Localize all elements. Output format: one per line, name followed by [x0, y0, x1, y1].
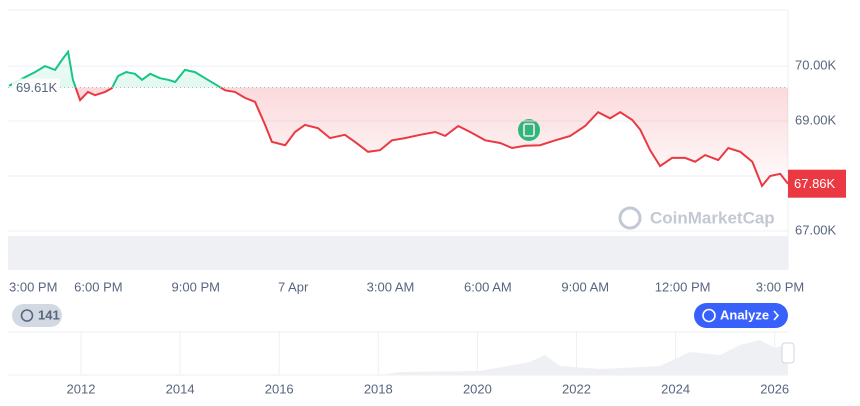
- current-price-badge: [788, 169, 846, 198]
- baseline-label-bg: [12, 78, 60, 97]
- y-tick-label: 70.00K: [795, 58, 837, 73]
- x-tick-label: 9:00 AM: [561, 279, 609, 294]
- navigator: 2012 2014 2016 2018 2020 2022 2024 2026: [8, 331, 795, 396]
- navigator-year: 2024: [661, 381, 690, 396]
- price-line-down: [74, 87, 789, 188]
- navigator-year: 2018: [364, 381, 393, 396]
- x-tick-label: 12:00 PM: [655, 279, 711, 294]
- baseline-label: 69.61K: [16, 80, 58, 95]
- x-tick-label: 6:00 PM: [74, 279, 122, 294]
- navigator-year: 2020: [463, 381, 492, 396]
- volume-band: [8, 236, 788, 270]
- x-tick-label: 9:00 PM: [172, 279, 220, 294]
- navigator-year: 2012: [67, 381, 96, 396]
- price-line-up: [8, 49, 223, 88]
- x-tick-label: 6:00 AM: [464, 279, 512, 294]
- y-tick-label: 69.00K: [795, 112, 837, 127]
- y-tick-label: 67.00K: [795, 222, 837, 237]
- analyze-label: Analyze: [720, 307, 769, 322]
- navigator-year: 2014: [166, 381, 195, 396]
- history-badge[interactable]: 141: [12, 304, 62, 327]
- analyze-button[interactable]: Analyze: [694, 303, 788, 328]
- x-tick-label: 3:00 PM: [9, 279, 57, 294]
- navigator-year: 2026: [760, 381, 789, 396]
- navigator-year: 2016: [265, 381, 294, 396]
- current-price-label: 67.86K: [794, 176, 836, 191]
- x-tick-label: 3:00 PM: [756, 279, 804, 294]
- x-tick-label: 3:00 AM: [367, 279, 415, 294]
- navigator-year: 2022: [562, 381, 591, 396]
- area-down: [9, 87, 788, 186]
- history-count: 141: [38, 307, 60, 322]
- watermark-text: CoinMarketCap: [650, 208, 775, 227]
- x-tick-label: 7 Apr: [278, 279, 309, 294]
- watermark: CoinMarketCap: [618, 206, 775, 230]
